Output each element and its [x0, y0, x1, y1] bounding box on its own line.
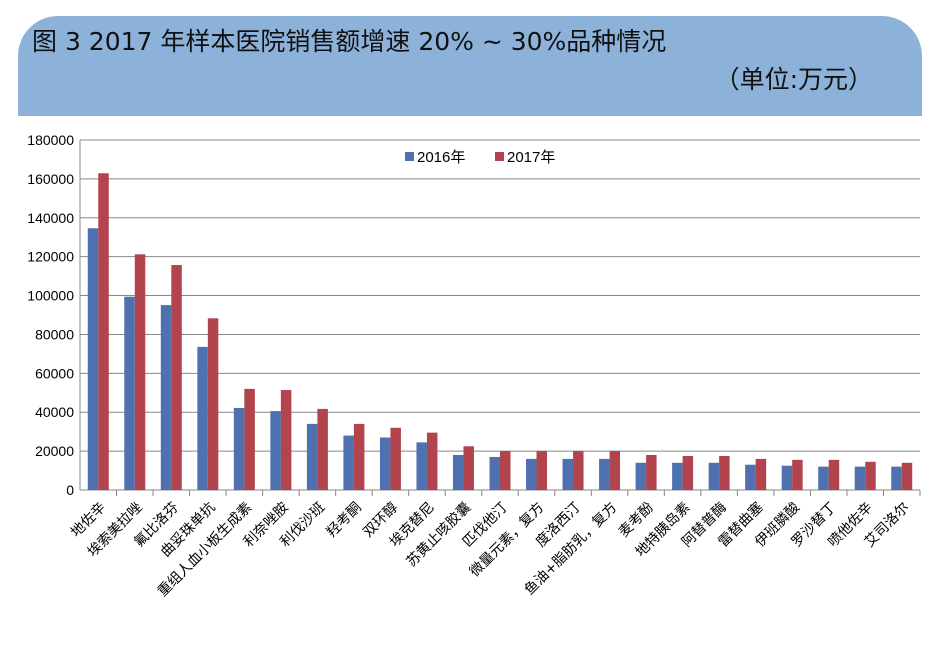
bar-2016: [599, 458, 610, 490]
bar-2016: [489, 456, 500, 490]
bar-2016: [343, 435, 354, 490]
bar-2016: [197, 346, 208, 490]
bar-2017: [536, 451, 548, 490]
title-banner: [18, 16, 922, 116]
y-tick-label: 140000: [27, 210, 74, 226]
bar-2017: [682, 455, 694, 490]
bar-2017: [171, 265, 182, 490]
bar-2017: [865, 461, 876, 490]
bar-2017: [134, 254, 146, 490]
y-tick-label: 80000: [35, 326, 74, 342]
x-category-label: 羟考酮: [324, 500, 365, 541]
bar-2016: [745, 464, 756, 490]
bar-2016: [416, 442, 427, 490]
y-tick-label: 60000: [35, 365, 74, 381]
bar-2017: [609, 451, 621, 490]
bar-2016: [818, 466, 829, 490]
bar-2016: [854, 466, 866, 490]
legend-label: 2016年: [417, 149, 465, 166]
bar-2016: [452, 455, 464, 490]
bar-2016: [379, 437, 391, 490]
bar-2017: [901, 462, 913, 490]
bar-2017: [280, 390, 292, 490]
bar-2016: [233, 407, 245, 490]
bar-2016: [160, 305, 172, 490]
bar-2017: [390, 427, 401, 490]
bar-2017: [353, 423, 365, 490]
bar-2016: [124, 296, 135, 490]
bar-2017: [463, 446, 474, 490]
y-tick-label: 100000: [27, 288, 74, 304]
y-tick-label: 40000: [35, 404, 74, 420]
bar-2017: [719, 455, 730, 490]
legend-label: 2017年: [507, 149, 555, 166]
bar-2016: [635, 462, 647, 490]
y-tick-label: 180000: [27, 132, 74, 148]
y-tick-label: 160000: [27, 171, 74, 187]
bar-2017: [98, 173, 109, 490]
bar-2016: [781, 465, 793, 490]
bar-2016: [891, 466, 902, 490]
bar-2017: [646, 455, 657, 490]
bar-2016: [306, 423, 318, 490]
bar-2017: [426, 432, 438, 490]
chart-title: 图 3 2017 年样本医院销售额增速 20% ~ 30%品种情况: [32, 27, 667, 56]
y-tick-label: 20000: [35, 443, 74, 459]
bar-2016: [672, 462, 683, 490]
bar-2017: [317, 408, 328, 490]
bar-2016: [708, 462, 720, 490]
bar-2017: [755, 458, 767, 490]
bar-2016: [87, 228, 99, 490]
legend-swatch-0: [405, 152, 414, 161]
bar-2017: [792, 459, 803, 490]
bar-2017: [573, 451, 584, 490]
bar-2017: [244, 388, 255, 490]
bar-2016: [562, 458, 574, 490]
legend-swatch-1: [495, 152, 504, 161]
bar-2017: [500, 451, 511, 490]
bar-2016: [526, 458, 537, 490]
y-tick-label: 0: [66, 482, 74, 498]
bar-2017: [828, 459, 840, 490]
bar-2017: [207, 318, 219, 490]
bar-2016: [270, 411, 281, 490]
y-tick-label: 120000: [27, 249, 74, 265]
unit-label: （单位:万元）: [714, 65, 873, 94]
